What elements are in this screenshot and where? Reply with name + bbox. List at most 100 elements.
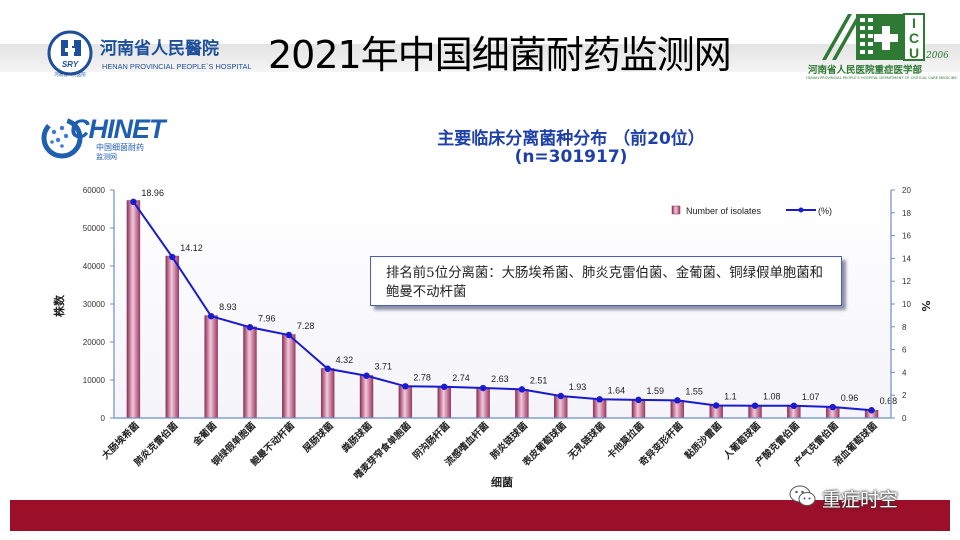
bars (126, 200, 879, 419)
bar (243, 326, 257, 419)
y-tick-label: 60000 (83, 186, 106, 195)
icu-logo-stripe (832, 14, 862, 60)
line-point (712, 402, 720, 409)
y2-tick-label: 14 (902, 254, 911, 263)
y-tick-label: 40000 (83, 262, 106, 271)
data-label: 2.63 (491, 374, 509, 384)
annotation-text: 排名前5位分离菌：大肠埃希菌、肺炎克雷伯菌、金葡菌、铜绿假单胞菌和鲍曼不动杆菌 (386, 266, 824, 300)
data-label: 1.59 (646, 386, 664, 396)
data-label: 14.12 (180, 243, 203, 253)
data-label: 4.32 (336, 355, 354, 365)
hospital-name-en: HENAN PROVINCIAL PEOPLE`S HOSPITAL (102, 62, 252, 71)
bar (204, 315, 218, 419)
chart-subtitle: (n=301917) (514, 147, 628, 167)
chinet-subtitle-2: 监测网 (96, 153, 117, 161)
data-label: 1.93 (569, 382, 587, 392)
y2-tick-label: 8 (902, 323, 907, 332)
y2-tick-label: 18 (902, 209, 911, 218)
bar (165, 255, 179, 419)
line-point (207, 312, 215, 320)
line-point (557, 392, 564, 400)
x-tick-label: 金葡菌 (190, 419, 220, 449)
x-tick-label: 肺炎链球菌 (487, 419, 530, 462)
data-label: 7.28 (297, 321, 315, 331)
icu-logo-stripe (822, 14, 852, 60)
x-tick-label: 阴沟肠杆菌 (410, 419, 452, 461)
hospital-badge-caption: 河南省人民医院 (54, 71, 86, 78)
y2-tick-label: 10 (902, 300, 911, 309)
icu-dept-name: 河南省人民医院重症医学部 (808, 65, 923, 76)
hospital-badge-text: SRY (62, 60, 79, 69)
legend-line-marker (798, 207, 804, 213)
icu-logo: I C U 2006 (822, 13, 948, 61)
x-tick-label: 卡他莫拉菌 (605, 419, 647, 461)
y2-tick-label: 4 (902, 368, 907, 377)
y2-tick-label: 2 (902, 391, 907, 400)
chinet-name: CHINET (70, 114, 165, 144)
line-point (324, 365, 331, 372)
x-tick-label: 人葡萄球菌 (721, 419, 763, 461)
line-point (363, 372, 370, 379)
bar (515, 388, 529, 419)
chart-legend: Number of isolates (%) (671, 205, 832, 216)
legend-bar-swatch (671, 205, 681, 215)
chinet-logo-icon (41, 117, 83, 159)
y-tick-label: 30000 (83, 300, 106, 309)
y2-tick-label: 12 (902, 277, 911, 286)
line-point (868, 407, 875, 414)
data-label: 8.93 (219, 302, 237, 312)
hospital-logo: SRY 河南省人民医院 河南省人民醫院 HENAN PROVINCIAL PEO… (44, 30, 270, 78)
line-point (130, 198, 137, 206)
data-label: 7.96 (258, 313, 276, 323)
data-label: 1.07 (802, 392, 820, 402)
bar (282, 334, 296, 419)
data-label: 2.51 (530, 375, 548, 385)
x-tick-label: 粪肠球菌 (339, 419, 375, 455)
data-label: 0.96 (841, 393, 859, 403)
slide-title: 2021年中国细菌耐药监测网 (268, 33, 732, 77)
x-tick-label: 大肠埃希菌 (99, 419, 141, 461)
bar (126, 200, 141, 419)
y-tick-label: 0 (101, 414, 106, 423)
icu-letter-c: C (909, 30, 919, 46)
icu-year: 2006 (925, 51, 948, 61)
x-tick-label: 屎肠球菌 (300, 419, 336, 455)
line-point (479, 384, 487, 392)
line-point (829, 403, 836, 411)
data-label: 2.74 (452, 373, 470, 383)
line-point (674, 397, 681, 404)
bar (476, 387, 490, 419)
wechat-account-name: 重症时空 (822, 489, 899, 511)
line-point (285, 331, 293, 339)
bar (320, 368, 335, 419)
chinet-subtitle: 中国细菌耐药 (96, 143, 144, 152)
icu-letter-u: U (909, 45, 919, 61)
line-point (596, 396, 603, 403)
line-point (751, 402, 759, 409)
data-label: 2.78 (413, 372, 431, 382)
legend-bar-label: Number of isolates (686, 206, 762, 216)
y2-tick-label: 16 (902, 232, 911, 241)
percent-line-path (132, 201, 872, 412)
footer-bar (10, 500, 950, 531)
x-tick-label: 无乳链球菌 (565, 419, 608, 462)
legend-line-label: (%) (818, 206, 832, 216)
data-label: 1.55 (685, 386, 703, 396)
data-label: 1.08 (763, 392, 781, 402)
x-axis-label: 细菌 (491, 475, 513, 489)
line-point (402, 383, 409, 390)
y-tick-label: 50000 (83, 224, 106, 233)
y2-axis-label: % (919, 300, 932, 311)
y-tick-label: 20000 (83, 338, 106, 347)
annotation-callout: 排名前5位分离菌：大肠埃希菌、肺炎克雷伯菌、金葡菌、铜绿假单胞菌和鲍曼不动杆菌 (370, 256, 842, 306)
y2-tick-label: 0 (902, 414, 907, 423)
y2-tick-label: 6 (902, 346, 907, 355)
line-point (246, 324, 254, 331)
wechat-icon (789, 485, 816, 506)
data-label: 1.64 (608, 385, 626, 395)
chart-title: 主要临床分离菌种分布 （前20位） (437, 129, 705, 149)
line-point (169, 253, 176, 261)
header-band (0, 44, 960, 72)
x-tick-label: 黏质沙雷菌 (682, 419, 725, 462)
line-point (518, 386, 526, 393)
